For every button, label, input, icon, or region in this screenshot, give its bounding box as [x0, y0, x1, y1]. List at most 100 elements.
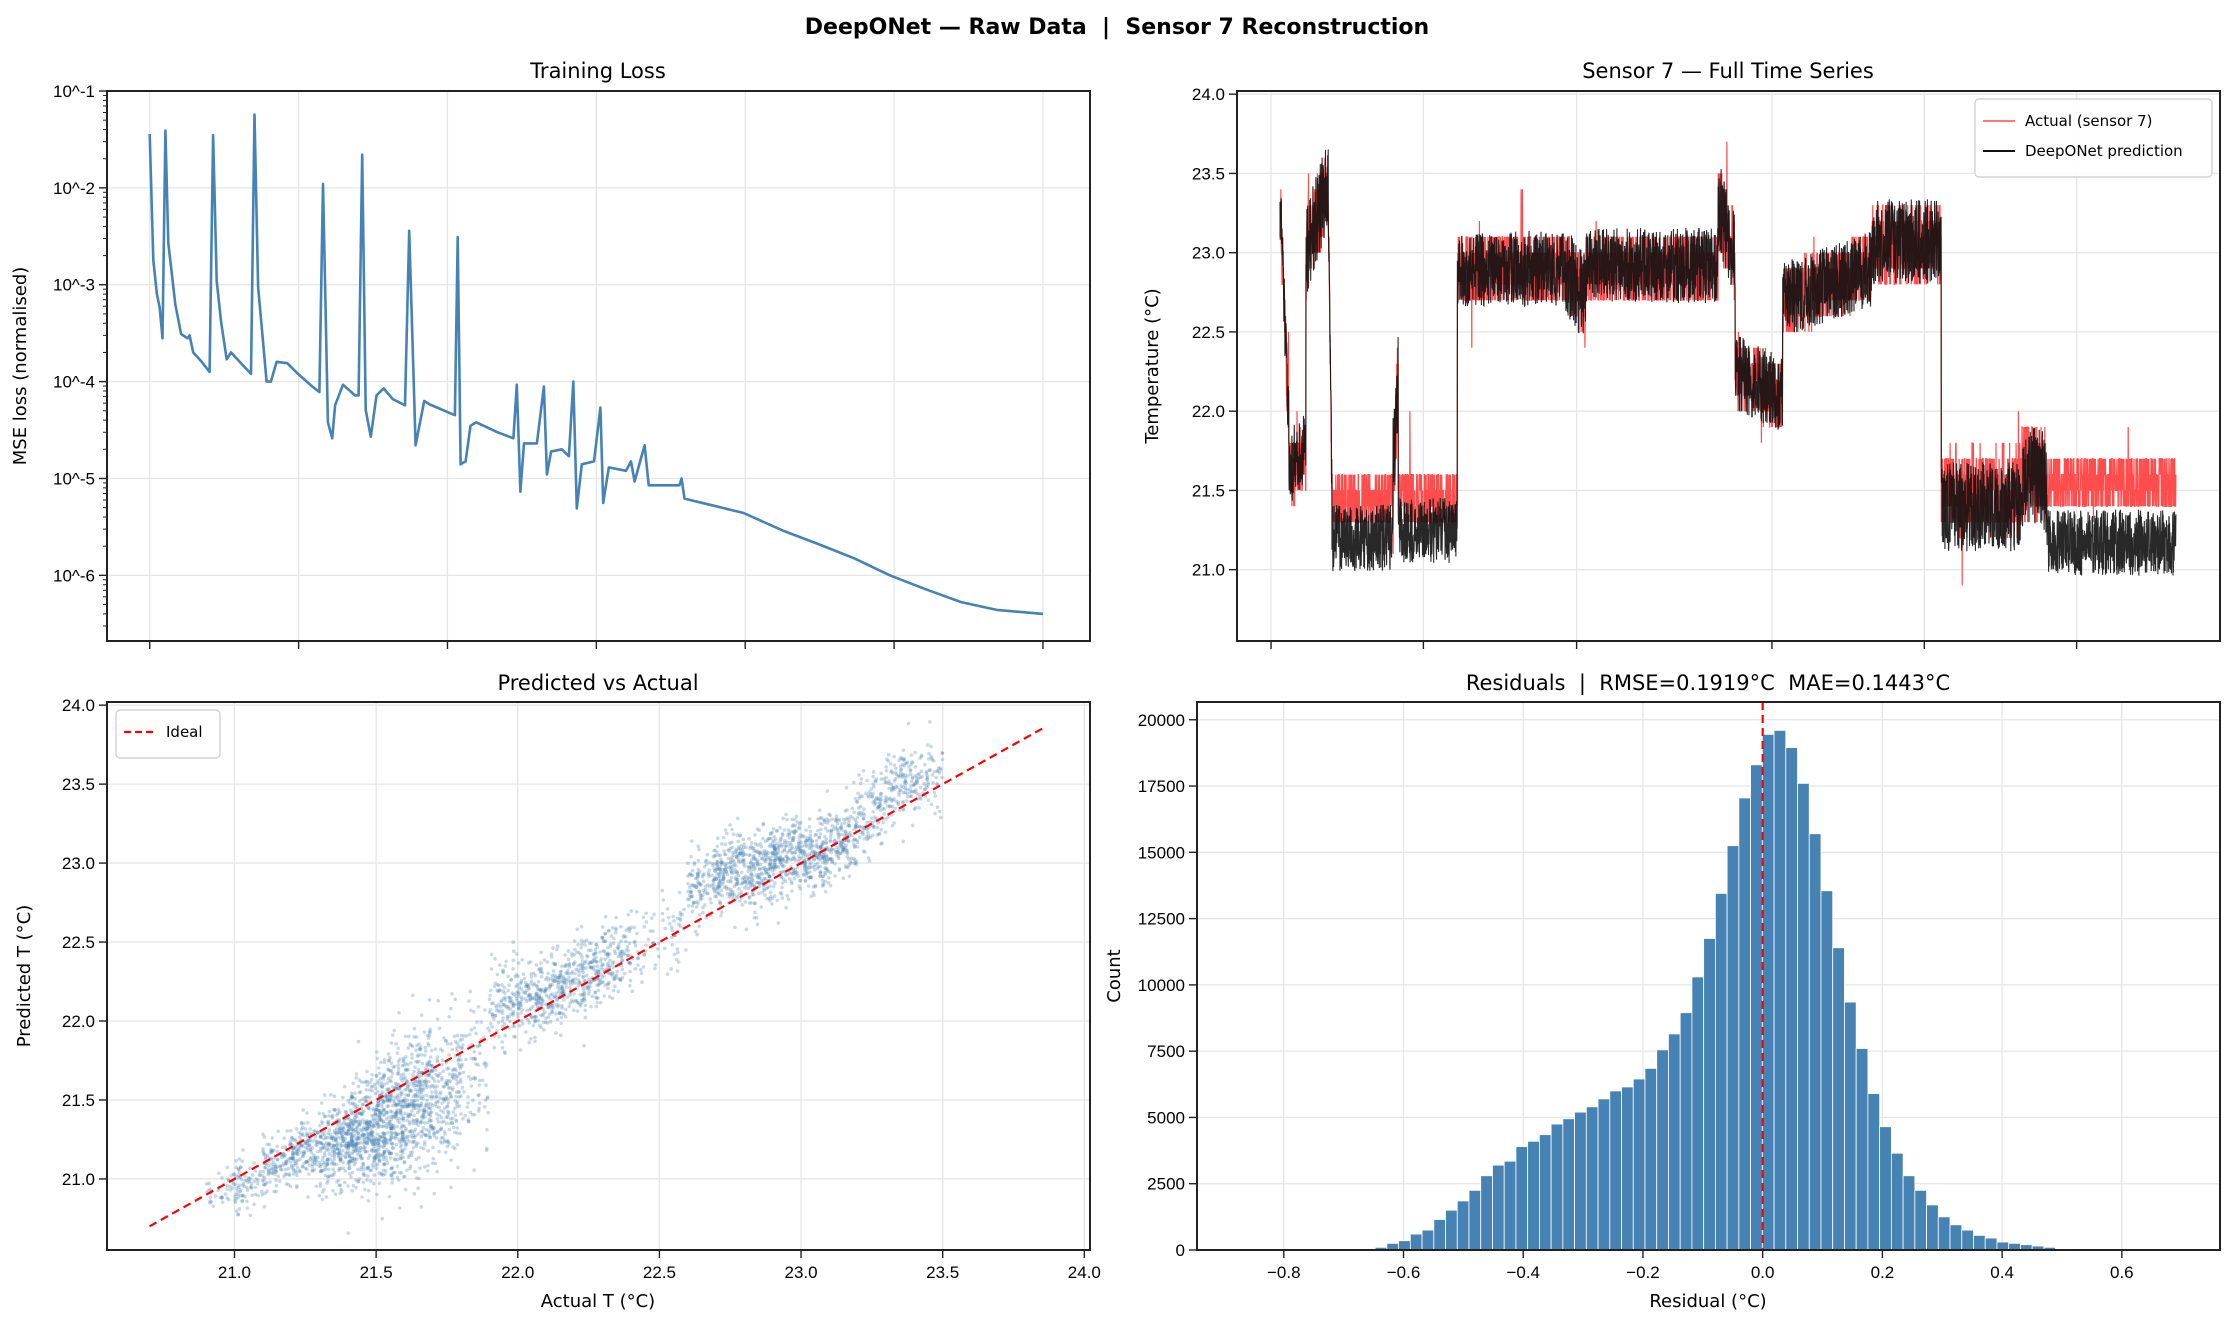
- scatter-point: [897, 793, 901, 797]
- scatter-point: [444, 1039, 449, 1043]
- scatter-point: [385, 1158, 389, 1163]
- scatter-point: [709, 901, 713, 905]
- scatter-point: [782, 848, 787, 852]
- scatter-point: [670, 942, 675, 947]
- scatter-point: [562, 981, 567, 985]
- scatter-point: [710, 873, 714, 878]
- scatter-point: [476, 1005, 481, 1009]
- scatter-point: [288, 1142, 293, 1146]
- scatter-point: [813, 833, 818, 837]
- scatter-point: [289, 1156, 294, 1160]
- scatter-point: [417, 1059, 421, 1064]
- scatter-point: [847, 857, 851, 861]
- scatter-point: [546, 971, 550, 976]
- scatter-point: [326, 1158, 331, 1162]
- scatter-point: [289, 1163, 294, 1168]
- x-tick-label: −0.2: [1626, 1263, 1660, 1282]
- scatter-point: [800, 849, 804, 853]
- scatter-point: [305, 1142, 310, 1146]
- scatter-point: [865, 820, 869, 825]
- scatter-point: [376, 1113, 380, 1118]
- scatter-point: [561, 989, 566, 994]
- scatter-point: [864, 791, 868, 795]
- scatter-point: [871, 774, 875, 779]
- scatter-point: [367, 1153, 372, 1158]
- scatter-point: [555, 947, 559, 952]
- scatter-point: [395, 1175, 400, 1180]
- scatter-point: [347, 1163, 352, 1168]
- scatter-point: [566, 949, 571, 953]
- scatter-point: [619, 925, 623, 929]
- scatter-point: [334, 1162, 339, 1167]
- scatter-point: [781, 877, 786, 882]
- scatter-point: [328, 1135, 332, 1139]
- scatter-point: [302, 1149, 306, 1154]
- scatter-point: [435, 1059, 440, 1064]
- scatter-point: [675, 969, 680, 973]
- scatter-point: [310, 1168, 315, 1172]
- scatter-point: [286, 1182, 291, 1187]
- scatter-point: [372, 1156, 377, 1160]
- scatter-point: [358, 1136, 362, 1141]
- scatter-point: [410, 1153, 414, 1158]
- scatter-point: [322, 1151, 327, 1155]
- scatter-point: [419, 1013, 424, 1017]
- scatter-point: [578, 962, 583, 967]
- scatter-point: [327, 1128, 332, 1132]
- scatter-point: [363, 1149, 368, 1154]
- scatter-point: [325, 1157, 330, 1162]
- scatter-point: [754, 880, 759, 885]
- scatter-point: [433, 1047, 438, 1051]
- legend: Ideal: [115, 709, 221, 759]
- histogram-bar: [1515, 1146, 1529, 1250]
- scatter-point: [629, 909, 634, 913]
- scatter-point: [332, 1162, 337, 1167]
- scatter-point: [593, 990, 598, 995]
- histogram-bar: [1421, 1229, 1435, 1250]
- scatter-point: [366, 1156, 371, 1161]
- scatter-point: [514, 952, 519, 956]
- scatter-point: [807, 866, 811, 870]
- scatter-point: [368, 1179, 373, 1183]
- scatter-point: [356, 1084, 361, 1089]
- x-tick-label: 0.4: [1990, 1263, 2014, 1282]
- scatter-point: [349, 1139, 354, 1143]
- scatter-point: [695, 883, 699, 888]
- scatter-point: [371, 1123, 376, 1128]
- scatter-point: [870, 794, 874, 799]
- scatter-point: [317, 1160, 322, 1165]
- scatter-point: [502, 985, 507, 990]
- scatter-point: [356, 1039, 361, 1044]
- scatter-point: [337, 1148, 342, 1153]
- scatter-point: [288, 1139, 293, 1143]
- scatter-point: [238, 1165, 243, 1170]
- scatter-point: [232, 1182, 236, 1187]
- scatter-point: [288, 1129, 293, 1133]
- scatter-point: [264, 1155, 268, 1160]
- scatter-point: [423, 1045, 428, 1050]
- scatter-point: [266, 1172, 271, 1177]
- scatter-point: [825, 789, 830, 793]
- scatter-point: [642, 953, 647, 958]
- scatter-point: [445, 1109, 450, 1114]
- scatter-point: [359, 1080, 364, 1084]
- scatter-point: [326, 1175, 330, 1179]
- scatter-point: [355, 1146, 359, 1150]
- training-loss-panel: Training Loss MSE loss (normalised) 10^-…: [10, 59, 1091, 649]
- scatter-point: [828, 870, 833, 875]
- scatter-point: [606, 986, 610, 991]
- scatter-point: [280, 1145, 285, 1150]
- scatter-point: [291, 1152, 295, 1156]
- scatter-point: [291, 1168, 296, 1173]
- scatter-point: [365, 1069, 369, 1074]
- scatter-point: [567, 1004, 571, 1009]
- scatter-point: [263, 1153, 268, 1157]
- scatter-point: [648, 929, 652, 933]
- scatter-point: [860, 794, 864, 799]
- scatter-point: [492, 984, 497, 989]
- scatter-point: [811, 890, 815, 895]
- scatter-point: [932, 769, 937, 774]
- scatter-point: [762, 887, 766, 891]
- scatter-point: [781, 816, 785, 821]
- scatter-point: [299, 1121, 304, 1125]
